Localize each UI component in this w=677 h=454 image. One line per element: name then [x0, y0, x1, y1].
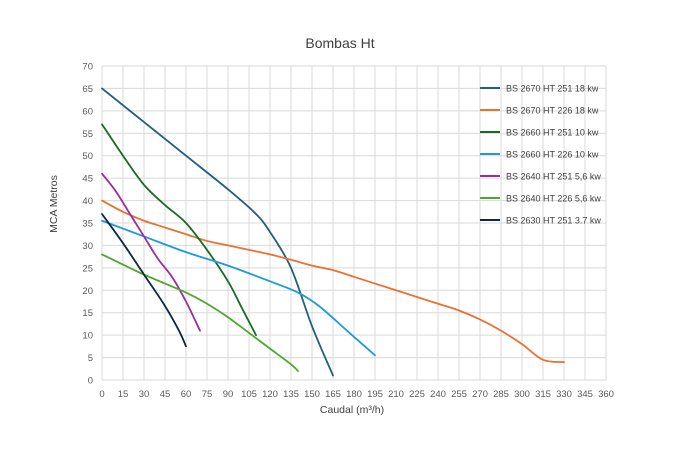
y-tick-label: 45 [82, 174, 93, 185]
y-tick-label: 70 [82, 62, 93, 73]
series-layer [101, 87, 565, 377]
legend-label: BS 2660 HT 226 10 kw [506, 150, 599, 160]
legend-label: BS 2640 HT 226 5,6 kw [506, 194, 601, 204]
series-line-2 [101, 199, 565, 363]
legend-label: BS 2660 HT 251 10 kw [506, 128, 599, 138]
x-tick-label: 60 [181, 389, 192, 400]
legend-label: BS 2630 HT 251 3.7 kw [506, 216, 601, 226]
y-tick-label: 35 [82, 219, 93, 230]
y-tick-label: 15 [82, 308, 93, 319]
x-tick-label: 15 [118, 389, 129, 400]
x-tick-label: 300 [514, 389, 530, 400]
y-tick-label: 25 [82, 263, 93, 274]
y-tick-label: 60 [82, 106, 93, 117]
x-tick-label: 150 [304, 389, 320, 400]
series-line-6 [101, 253, 299, 372]
x-tick-label: 120 [262, 389, 278, 400]
y-tick-label: 20 [82, 286, 93, 297]
x-tick-label: 330 [556, 389, 572, 400]
x-tick-label: 210 [388, 389, 404, 400]
y-tick-label: 0 [88, 376, 93, 387]
x-tick-label: 270 [472, 389, 488, 400]
y-tick-label: 10 [82, 331, 93, 342]
series-line-7 [101, 213, 187, 348]
series-line-1 [101, 87, 334, 377]
y-tick-label: 65 [82, 84, 93, 95]
x-tick-label: 75 [202, 389, 213, 400]
x-tick-label: 315 [535, 389, 551, 400]
x-tick-label: 240 [430, 389, 446, 400]
legend-label: BS 2670 HT 226 18 kw [506, 106, 599, 116]
y-axis-title: MCA Metros [48, 175, 60, 233]
legend-label: BS 2640 HT 251 5,6 kw [506, 172, 601, 182]
x-tick-label: 45 [160, 389, 171, 400]
y-tick-labels: 0 5 10 15 20 25 30 35 40 45 50 55 60 65 70 [82, 62, 93, 387]
x-tick-label: 360 [598, 389, 614, 400]
x-tick-labels: 0 15 30 45 60 75 90 105 120 135 150 165 180 195 210 225… [99, 389, 614, 400]
y-tick-label: 40 [82, 196, 93, 207]
x-tick-label: 105 [241, 389, 257, 400]
series-line-4 [101, 219, 376, 357]
x-tick-label: 255 [451, 389, 467, 400]
x-tick-label: 165 [325, 389, 341, 400]
y-tick-label: 5 [88, 353, 93, 364]
y-tick-label: 50 [82, 151, 93, 162]
x-tick-label: 345 [577, 389, 593, 400]
y-tick-label: 55 [82, 129, 93, 140]
x-tick-label: 225 [409, 389, 425, 400]
series-line-5 [101, 172, 201, 332]
x-tick-label: 30 [139, 389, 150, 400]
x-tick-label: 90 [223, 389, 234, 400]
grid-layer [101, 65, 607, 381]
x-tick-label: 0 [99, 389, 104, 400]
chart-title: Bombas Ht [305, 35, 374, 51]
legend: BS 2670 HT 251 18 kw BS 2670 HT 226 18 kw… [480, 84, 601, 226]
y-tick-label: 30 [82, 241, 93, 252]
x-tick-label: 180 [346, 389, 362, 400]
legend-label: BS 2670 HT 251 18 kw [506, 84, 599, 94]
x-axis-title: Caudal (m³/h) [320, 404, 384, 416]
x-tick-label: 135 [283, 389, 299, 400]
x-tick-label: 285 [493, 389, 509, 400]
series-line-3 [101, 123, 257, 337]
x-tick-label: 195 [367, 389, 383, 400]
